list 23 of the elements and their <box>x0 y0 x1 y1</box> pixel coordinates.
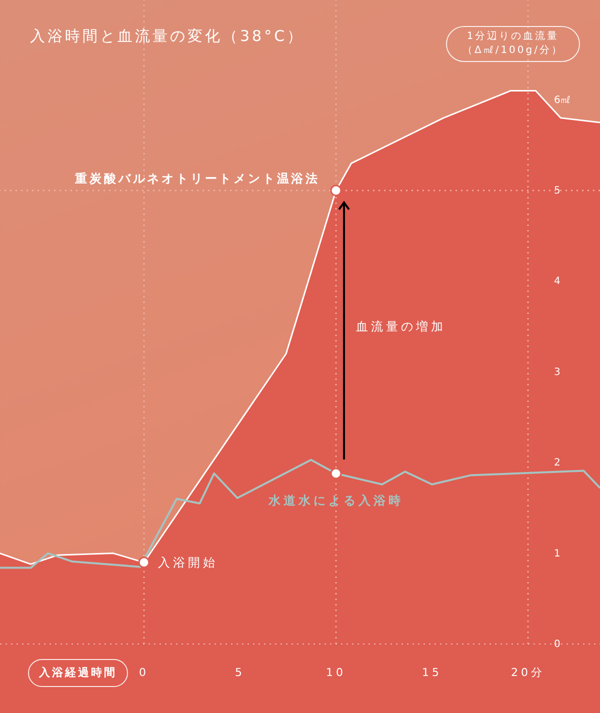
y-tick-label: 3 <box>554 366 560 378</box>
series-label: 水道水による入浴時 <box>268 493 404 508</box>
y-tick-label: 6㎖ <box>554 94 570 106</box>
line-series <box>0 458 600 569</box>
y-axis-title: 1分辺りの血流量（Δ㎖/100g/分） <box>461 30 564 58</box>
y-tick-label: 1 <box>554 548 560 559</box>
x-tick-label: 15 <box>422 666 442 678</box>
x-tick-label: 20分 <box>511 666 545 678</box>
y-tick-label: 0 <box>554 638 560 650</box>
y-tick-label: 4 <box>554 276 560 287</box>
y-tick-label: 2 <box>554 457 560 468</box>
point <box>330 468 342 480</box>
text: 入浴時間と血流量の変化（38°C） <box>30 27 305 46</box>
x-tick-label: 10 <box>326 666 346 678</box>
annotation: 入浴開始 <box>158 555 218 570</box>
y-tick-label: 5 <box>554 184 560 196</box>
x-axis-title: 入浴経過時間 <box>28 659 128 687</box>
x-tick-label: 0 <box>139 666 149 678</box>
x-tick-label: 5 <box>235 666 245 678</box>
point <box>138 556 150 568</box>
point <box>330 184 342 196</box>
annotation: 血流量の増加 <box>356 320 446 334</box>
series-label: 重炭酸バルネオトリートメント温浴法 <box>74 171 320 186</box>
